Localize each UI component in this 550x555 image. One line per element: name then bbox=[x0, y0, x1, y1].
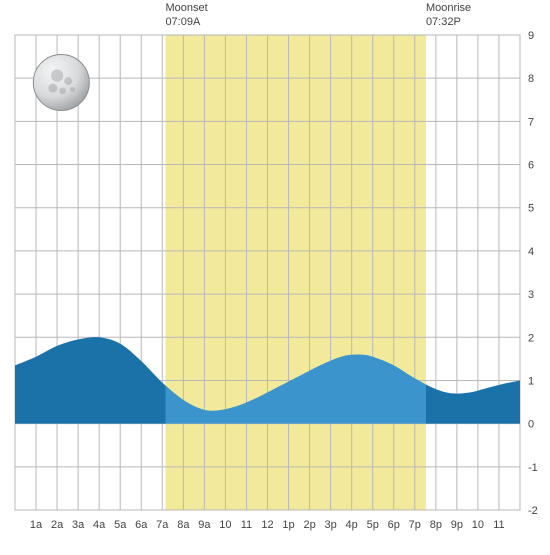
y-tick-label: -2 bbox=[528, 505, 538, 517]
x-tick-label: 5a bbox=[114, 519, 127, 531]
moon-icon bbox=[33, 55, 89, 111]
x-tick-label: 9a bbox=[198, 519, 211, 531]
x-tick-label: 8p bbox=[430, 519, 442, 531]
moonrise-time: 07:32P bbox=[426, 16, 471, 30]
y-tick-label: 4 bbox=[528, 246, 534, 258]
moonset-annotation: Moonset 07:09A bbox=[165, 2, 207, 30]
x-tick-label: 2a bbox=[51, 519, 64, 531]
tide-chart: -2-101234567891a2a3a4a5a6a7a8a9a1011121p… bbox=[0, 0, 550, 550]
x-tick-label: 10 bbox=[472, 519, 484, 531]
x-tick-label: 8a bbox=[177, 519, 190, 531]
moonset-title: Moonset bbox=[165, 2, 207, 16]
y-tick-label: 8 bbox=[528, 73, 534, 85]
x-tick-label: 1p bbox=[282, 519, 294, 531]
x-tick-label: 11 bbox=[493, 519, 504, 531]
chart-svg: -2-101234567891a2a3a4a5a6a7a8a9a1011121p… bbox=[0, 0, 550, 550]
x-tick-label: 3a bbox=[72, 519, 85, 531]
x-tick-label: 3p bbox=[325, 519, 337, 531]
moonrise-annotation: Moonrise 07:32P bbox=[426, 2, 471, 30]
x-tick-label: 4a bbox=[93, 519, 106, 531]
y-tick-label: 7 bbox=[528, 116, 534, 128]
y-tick-label: 1 bbox=[528, 375, 534, 387]
moonset-time: 07:09A bbox=[165, 16, 207, 30]
y-tick-label: 5 bbox=[528, 203, 534, 215]
x-tick-label: 2p bbox=[303, 519, 315, 531]
x-tick-label: 9p bbox=[451, 519, 463, 531]
moonrise-title: Moonrise bbox=[426, 2, 471, 16]
x-tick-label: 12 bbox=[261, 519, 273, 531]
x-tick-label: 10 bbox=[219, 519, 231, 531]
x-tick-label: 7p bbox=[409, 519, 421, 531]
x-tick-label: 5p bbox=[367, 519, 379, 531]
x-tick-label: 6p bbox=[388, 519, 400, 531]
x-tick-label: 11 bbox=[241, 519, 252, 531]
y-tick-label: 0 bbox=[528, 419, 534, 431]
x-tick-label: 4p bbox=[346, 519, 358, 531]
y-tick-label: 3 bbox=[528, 289, 534, 301]
y-tick-label: 6 bbox=[528, 160, 534, 172]
y-tick-label: 2 bbox=[528, 332, 534, 344]
x-tick-label: 6a bbox=[135, 519, 148, 531]
y-tick-label: 9 bbox=[528, 30, 534, 42]
x-tick-label: 1a bbox=[30, 519, 43, 531]
y-tick-label: -1 bbox=[528, 462, 538, 474]
x-tick-label: 7a bbox=[156, 519, 169, 531]
